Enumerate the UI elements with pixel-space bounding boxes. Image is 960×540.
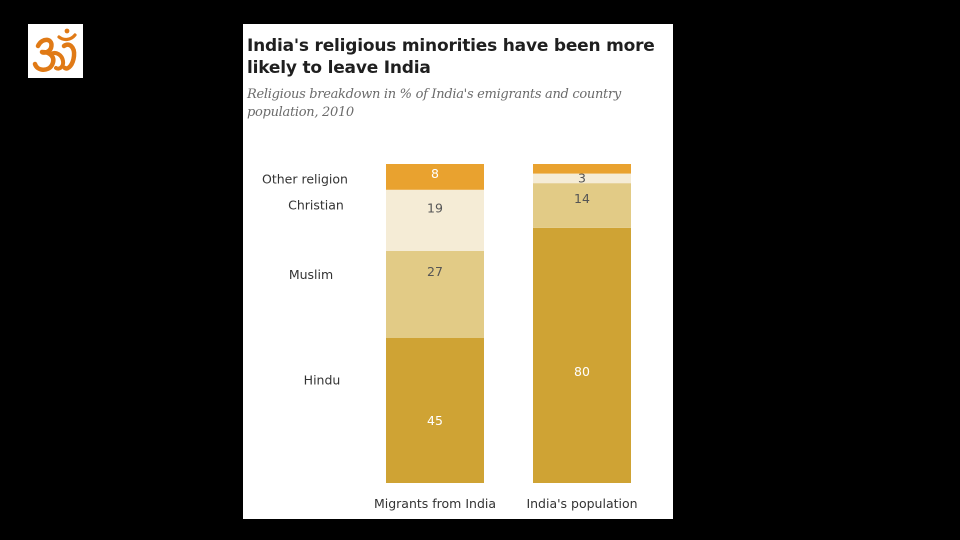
bar-segment-muslim-migrants-from-india: [386, 251, 484, 338]
bar-segment-christian-migrants-from-india: [386, 189, 484, 251]
om-symbol-icon: [32, 28, 77, 72]
x-tick-label-india-s-population: India's population: [526, 496, 637, 511]
value-label-hindu-india-s-population: 80: [574, 364, 590, 379]
bar-segment-christian-india-s-population: [533, 173, 631, 184]
stacked-bar-chart: 45 27 19 8 Migrants from India 80 14 3 India's p…: [262, 164, 638, 511]
bar-segment-other-religion-india-s-population: [533, 164, 631, 174]
x-tick-label-migrants-from-india: Migrants from India: [374, 496, 496, 511]
value-label-other-religion-migrants-from-india: 8: [431, 166, 439, 181]
chart-title: India's religious minorities have been m…: [247, 36, 655, 78]
chart-subtitle: Religious breakdown in % of India's emig…: [247, 87, 621, 120]
value-label-hindu-migrants-from-india: 45: [427, 413, 443, 428]
series-label-christian: Christian: [288, 197, 344, 212]
value-label-christian-migrants-from-india: 19: [427, 201, 443, 216]
series-label-muslim: Muslim: [289, 267, 333, 282]
series-label-hindu: Hindu: [304, 372, 341, 387]
bar-segment-hindu-migrants-from-india: [386, 338, 484, 483]
bar-segment-hindu-india-s-population: [533, 227, 631, 483]
logo: [28, 24, 83, 78]
chart-card: India's religious minorities have been m…: [243, 24, 673, 519]
value-label-muslim-migrants-from-india: 27: [427, 264, 443, 279]
bar-segment-other-religion-migrants-from-india: [386, 164, 484, 190]
bar-segment-muslim-india-s-population: [533, 183, 631, 228]
value-label-christian-india-s-population: 3: [578, 170, 586, 185]
value-label-muslim-india-s-population: 14: [574, 191, 590, 206]
series-label-other-religion: Other religion: [262, 171, 348, 186]
